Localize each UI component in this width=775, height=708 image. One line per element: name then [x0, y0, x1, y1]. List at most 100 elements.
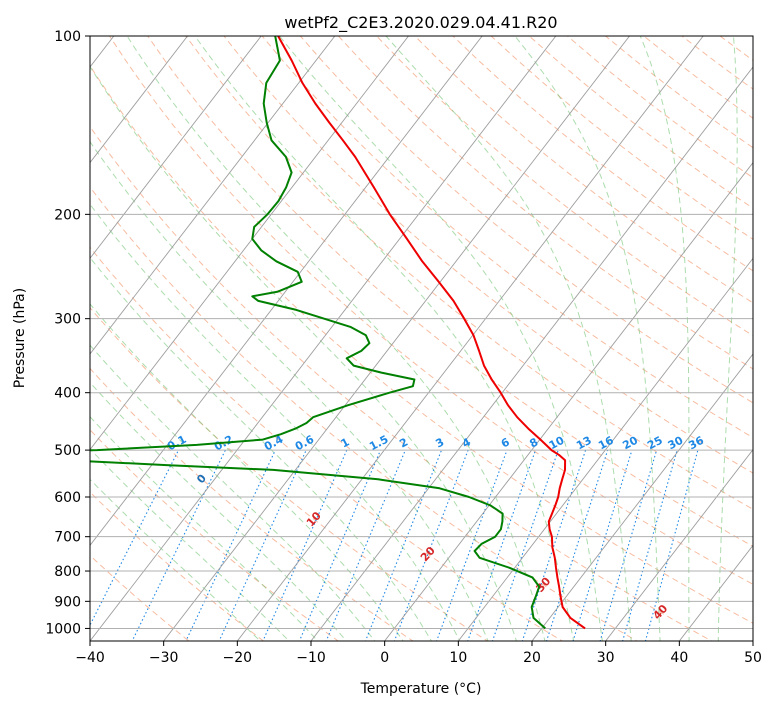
moist-adiabat-line — [279, 36, 603, 641]
mixing-ratio-line — [622, 449, 678, 641]
dry-adiabat-line — [90, 125, 713, 641]
mixing-ratio-line — [364, 449, 443, 641]
mixing-ratio-line — [262, 449, 348, 641]
dry-adiabat-line — [528, 36, 753, 209]
moist-adiabat-line — [514, 36, 661, 641]
moist-adiabat-line — [90, 448, 290, 641]
moist-adiabat-line — [90, 344, 376, 641]
y-tick-label: 800 — [54, 564, 81, 580]
mixing-ratio-line — [131, 449, 226, 641]
mixing-ratio-label: 36 — [686, 434, 706, 453]
isotherm-line — [384, 161, 753, 641]
dry-adiabat-line — [719, 36, 753, 62]
mixing-ratio-label: 16 — [596, 434, 616, 453]
dry-adiabat-line — [261, 36, 753, 439]
dry-adiabat-line — [90, 367, 414, 641]
x-tick-label: −30 — [149, 650, 179, 666]
y-tick-label: 1000 — [45, 621, 81, 637]
dry-adiabat-line — [375, 36, 753, 337]
moist-adiabat-line — [639, 36, 690, 641]
mixing-ratio-line — [298, 449, 382, 641]
mixing-ratio-line — [644, 449, 699, 641]
isotherm-line — [90, 36, 262, 260]
profile-series — [90, 36, 586, 630]
y-tick-label: 500 — [54, 443, 81, 459]
mixing-ratio-label: 13 — [574, 434, 594, 453]
mixing-ratio-line — [185, 449, 276, 641]
dry-adiabat-line — [90, 246, 564, 641]
temperature-line — [277, 36, 586, 630]
dry-adiabat-line — [108, 36, 753, 585]
dewpoint-line — [90, 36, 546, 630]
dry-adiabats — [90, 36, 753, 641]
mixing-ratio-lines — [90, 449, 699, 641]
y-tick-label: 300 — [54, 312, 81, 328]
x-tick-label: 10 — [449, 650, 467, 666]
x-tick-label: 40 — [670, 650, 688, 666]
x-tick-label: 0 — [380, 650, 389, 666]
isotherm-line — [0, 9, 61, 653]
dry-adiabat-line — [566, 36, 753, 179]
x-tick-label: −10 — [296, 650, 326, 666]
isotherms — [0, 9, 753, 653]
x-axis-label: Temperature (°C) — [360, 681, 482, 697]
y-tick-label: 900 — [54, 594, 81, 610]
dry-adiabat-line — [299, 36, 753, 404]
mixing-ratio-line — [436, 449, 508, 641]
mixing-ratio-label: 30 — [666, 434, 686, 453]
x-tick-label: −20 — [223, 650, 253, 666]
isotherm-line — [236, 36, 704, 641]
dry-adiabat-line — [681, 36, 753, 90]
y-tick-label: 200 — [54, 207, 81, 223]
mixing-ratio-label: 20 — [620, 434, 640, 453]
mixing-ratio-label: 3 — [433, 435, 446, 450]
plot-area: 0.10.20.40.611.52346810131620253036-100-… — [0, 9, 753, 653]
moist-adiabat-line — [90, 140, 489, 641]
dry-adiabat-line — [90, 491, 265, 641]
isotherm-line — [310, 66, 753, 641]
background-line-labels: 0.10.20.40.611.52346810131620253036-100-… — [165, 433, 706, 623]
x-tick-label: 20 — [523, 650, 541, 666]
x-tick-label: −40 — [75, 650, 105, 666]
dry-adiabat-line — [223, 36, 753, 474]
moist-adiabat-line — [90, 65, 518, 641]
mixing-ratio-line — [572, 449, 633, 641]
x-tick-label: 30 — [597, 650, 615, 666]
mixing-ratio-line — [90, 449, 180, 627]
mixing-ratio-label: 2 — [397, 435, 410, 450]
isotherm-line — [163, 36, 631, 641]
mixing-ratio-label: 4 — [460, 435, 473, 450]
moist-adiabat-line — [90, 478, 261, 641]
isotherm-line — [90, 36, 410, 451]
y-tick-label: 700 — [54, 530, 81, 546]
y-tick-label: 100 — [54, 29, 81, 45]
dry-adiabat-line — [414, 36, 753, 304]
moist-adiabat-line — [90, 416, 319, 641]
y-tick-label: 600 — [54, 490, 81, 506]
isotherm-line — [90, 36, 189, 164]
isotherm-line — [90, 36, 483, 547]
dry-adiabat-line — [90, 186, 639, 641]
mixing-ratio-line — [491, 449, 559, 641]
isotherm-line — [90, 36, 336, 355]
x-axis: −40 −30 −20 −10 0 10 20 30 40 50 — [75, 641, 762, 666]
y-tick-label: 400 — [54, 386, 81, 402]
mixing-ratio-line — [325, 449, 406, 641]
dry-adiabat-label: 40 — [651, 602, 671, 622]
plot-frame — [89, 35, 754, 642]
isotherm-line — [457, 257, 753, 641]
mixing-ratio-line — [218, 449, 307, 641]
dry-adiabat-line — [90, 554, 190, 641]
dry-adiabat-label: 20 — [418, 544, 438, 564]
moist-adiabat-line — [194, 36, 575, 641]
isotherm-line — [678, 544, 753, 641]
moist-adiabat-line — [717, 36, 738, 641]
y-axis-label: Pressure (hPa) — [12, 288, 28, 388]
dry-adiabat-line — [490, 36, 753, 240]
x-tick-label: 50 — [744, 650, 762, 666]
isotherm-line — [90, 36, 557, 641]
dry-adiabat-line — [337, 36, 753, 370]
mixing-ratio-line — [599, 449, 658, 641]
pressure-gridlines — [90, 36, 753, 629]
